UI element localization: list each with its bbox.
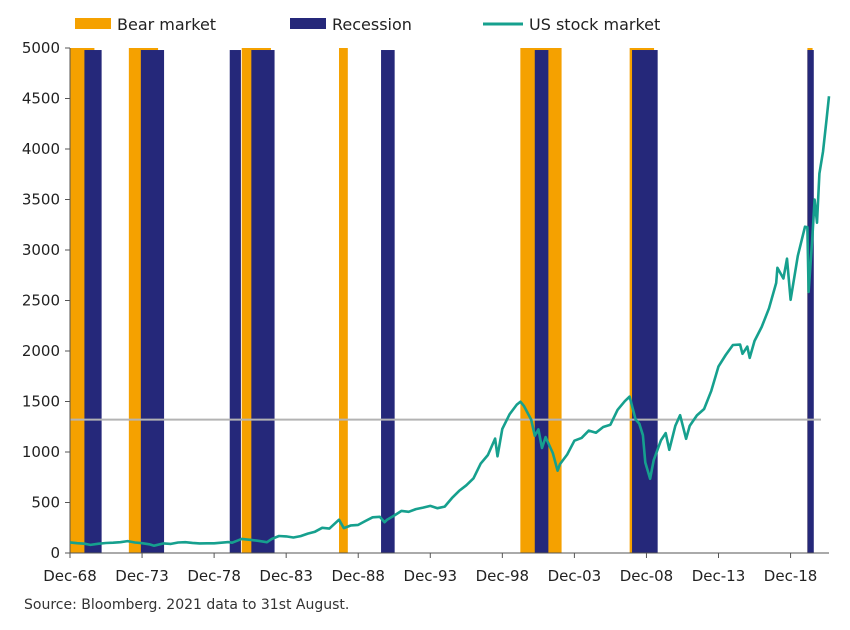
axes: 0 500 1000 1500 2000 2500 3000 3500 4000 4500 5000… <box>22 39 829 585</box>
x-tick-label: Dec-18 <box>764 567 818 585</box>
bear-market-bar <box>339 48 348 553</box>
legend-label: Recession <box>332 15 412 34</box>
x-tick-label: Dec-98 <box>476 567 530 585</box>
source-note: Source: Bloomberg. 2021 data to 31st Aug… <box>24 597 350 613</box>
period-shading <box>70 48 821 554</box>
recession-bar <box>381 50 395 554</box>
y-tick-label: 500 <box>31 494 60 512</box>
y-tick-label: 2500 <box>22 292 60 310</box>
y-tick-label: 1500 <box>22 393 60 411</box>
legend-swatch <box>290 18 326 29</box>
y-tick-label: 5000 <box>22 39 60 57</box>
x-tick-label: Dec-93 <box>404 567 458 585</box>
x-tick-label: Dec-73 <box>115 567 169 585</box>
y-tick-label: 4500 <box>22 90 60 108</box>
recession-bar <box>84 50 102 554</box>
x-tick-label: Dec-68 <box>43 567 97 585</box>
x-tick-label: Dec-83 <box>259 567 313 585</box>
y-tick-label: 2000 <box>22 342 60 360</box>
legend-label: Bear market <box>117 15 216 34</box>
y-tick-label: 4000 <box>22 140 60 158</box>
x-tick-label: Dec-13 <box>692 567 746 585</box>
x-tick-label: Dec-08 <box>620 567 674 585</box>
x-tick-label: Dec-88 <box>331 567 385 585</box>
y-tick-label: 3500 <box>22 191 60 209</box>
x-tick-label: Dec-03 <box>548 567 602 585</box>
recession-bar <box>632 50 658 554</box>
y-tick-label: 3000 <box>22 241 60 259</box>
series-line-us-stock-market <box>69 96 831 547</box>
legend-label: US stock market <box>529 15 660 34</box>
plot-lines <box>69 96 831 547</box>
recession-bar <box>534 50 549 554</box>
legend-swatch <box>75 18 111 29</box>
recession-bar <box>807 50 814 554</box>
recession-bar <box>251 50 275 554</box>
recession-bar <box>229 50 241 554</box>
legend: Bear market Recession US stock market <box>75 15 660 34</box>
y-tick-label: 0 <box>50 544 60 562</box>
x-tick-label: Dec-78 <box>187 567 241 585</box>
y-tick-label: 1000 <box>22 443 60 461</box>
recession-bar <box>140 50 165 554</box>
